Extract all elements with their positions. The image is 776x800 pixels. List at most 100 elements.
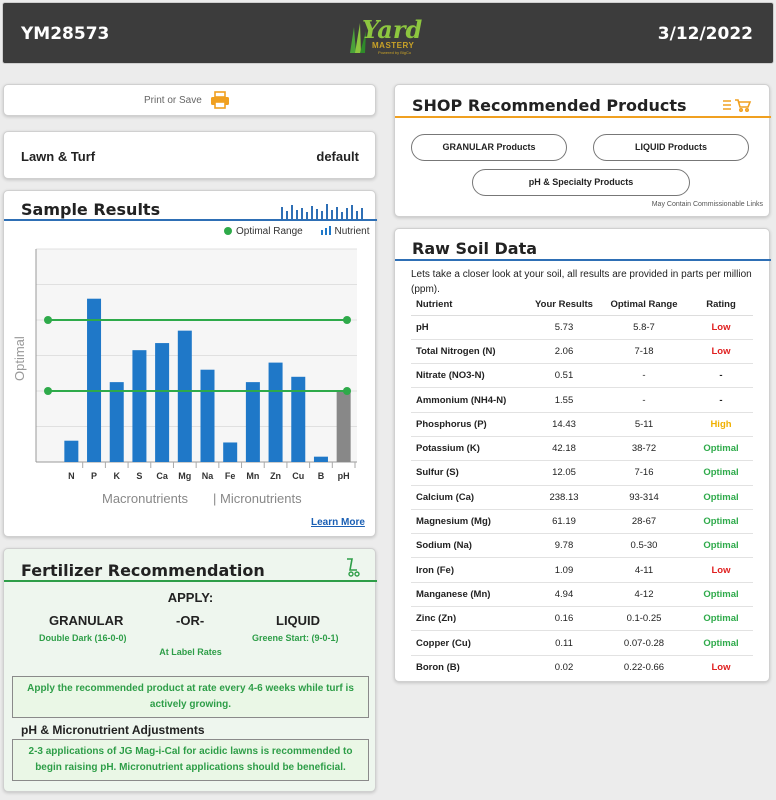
table-row: Potassium (K) 42.18 38-72 Optimal [411,435,753,461]
table-row: Calcium (Ca) 238.13 93-314 Optimal [411,484,753,510]
cell-nutrient: Total Nitrogen (N) [411,338,529,364]
table-row: pH 5.73 5.8-7 Low [411,314,753,340]
logo-tagline: Powered by BigCo [378,50,412,55]
table-row: Sulfur (S) 12.05 7-16 Optimal [411,460,753,486]
x-tick-label: Ca [156,471,168,481]
legend-nutrient: Nutrient [334,226,370,237]
cell-range: 0.07-0.28 [599,630,689,656]
x-tick-label: B [318,471,325,481]
x-tick-label: S [136,471,142,481]
shop-underline [395,116,771,118]
cell-result: 42.18 [529,435,599,461]
cell-range: - [599,387,689,413]
cell-nutrient: Magnesium (Mg) [411,508,529,534]
table-row: Magnesium (Mg) 61.19 28-67 Optimal [411,508,753,534]
x-tick-label: pH [338,471,350,481]
cell-nutrient: Zinc (Zn) [411,606,529,631]
bar-p [87,298,102,462]
print-save-label[interactable]: Print or Save [144,95,202,106]
shop-title: SHOP Recommended Products [412,96,687,115]
liquid-label: LIQUID [276,613,321,628]
cell-result: 9.78 [529,533,599,558]
soil-table: Nutrient Your Results Optimal Range Rati… [411,295,753,680]
cell-nutrient: Iron (Fe) [411,557,529,583]
cell-range: 28-67 [599,508,689,534]
optimal-marker [44,387,52,395]
cell-nutrient: Sulfur (S) [411,460,529,486]
legend-optimal: Optimal Range [236,226,303,237]
account-id: YM28573 [21,24,110,44]
cell-range: 5.8-7 [599,314,689,340]
yard-mastery-logo[interactable]: Yard MASTERY Powered by BigCo [348,15,422,57]
cell-nutrient: Sodium (Na) [411,533,529,558]
cell-rating: Optimal [689,508,753,534]
optimal-marker [343,316,351,324]
cell-rating: - [689,387,753,413]
specialty-products-button[interactable]: pH & Specialty Products [472,169,690,196]
liquid-products-button[interactable]: LIQUID Products [593,134,749,161]
learn-more-link[interactable]: Learn More [311,517,365,528]
bar-b [313,456,328,462]
top-bar: YM28573 Yard MASTERY Powered by BigCo 3/… [2,2,774,64]
lawn-type: Lawn & Turf [21,149,96,164]
adjustments-title: pH & Micronutrient Adjustments [21,723,205,737]
x-tick-label: Mg [178,471,191,481]
printer-icon[interactable] [210,91,230,114]
cell-nutrient: pH [411,314,529,340]
col-results: Your Results [529,295,599,316]
cell-result: 12.05 [529,460,599,486]
cell-nutrient: Ammonium (NH4-N) [411,387,529,413]
cell-result: 2.06 [529,338,599,364]
chart-legend: Optimal Range Nutrient [224,226,370,237]
bar-n [64,440,79,462]
table-row: Copper (Cu) 0.11 0.07-0.28 Optimal [411,630,753,656]
cell-rating: Optimal [689,630,753,656]
cell-result: 14.43 [529,411,599,437]
cell-range: - [599,363,689,388]
col-nutrient: Nutrient [411,295,529,316]
table-header-row: Nutrient Your Results Optimal Range Rati… [411,295,753,316]
cell-rating: Optimal [689,484,753,510]
granular-product: Double Dark (16-0-0) [39,633,127,643]
col-range: Optimal Range [599,295,689,316]
cell-rating: Optimal [689,460,753,486]
cell-nutrient: Boron (B) [411,654,529,680]
cell-range: 4-12 [599,581,689,607]
spreader-icon [347,558,360,577]
cell-result: 0.02 [529,654,599,680]
grass-logo-icon [350,23,366,53]
cell-nutrient: Phosphorus (P) [411,411,529,437]
table-row: Sodium (Na) 9.78 0.5-30 Optimal [411,533,753,558]
cell-range: 0.22-0.66 [599,654,689,680]
report-date: 3/12/2022 [657,24,753,44]
cell-range: 7-18 [599,338,689,364]
cell-result: 0.51 [529,363,599,388]
table-row: Iron (Fe) 1.09 4-11 Low [411,557,753,583]
bar-chart-icon [281,204,363,219]
x-tick-label: Cu [292,471,304,481]
cell-result: 4.94 [529,581,599,607]
application-notice: Apply the recommended product at rate ev… [12,676,369,718]
cell-result: 1.55 [529,387,599,413]
cell-rating: High [689,411,753,437]
apply-label: APPLY: [167,590,214,605]
cart-icon[interactable] [722,98,752,112]
table-row: Zinc (Zn) 0.16 0.1-0.25 Optimal [411,606,753,631]
group-micronutrients: | Micronutrients [213,491,302,506]
x-tick-label: N [68,471,75,481]
bar-na [200,369,215,462]
cell-rating: Low [689,314,753,340]
col-rating: Rating [689,295,753,316]
cell-range: 5-11 [599,411,689,437]
x-tick-label: Na [202,471,214,481]
or-label: -OR- [176,613,205,628]
print-save-card[interactable]: Print or Save [3,84,376,116]
table-row: Manganese (Mn) 4.94 4-12 Optimal [411,581,753,607]
lawn-profile: default [316,149,359,164]
adjustments-notice: 2-3 applications of JG Mag-i-Cal for aci… [12,739,369,781]
granular-products-button[interactable]: GRANULAR Products [411,134,567,161]
raw-soil-card: Raw Soil Data Lets take a closer look at… [394,228,771,682]
rates-label: At Label Rates [159,647,222,657]
bar-fe [223,442,238,462]
